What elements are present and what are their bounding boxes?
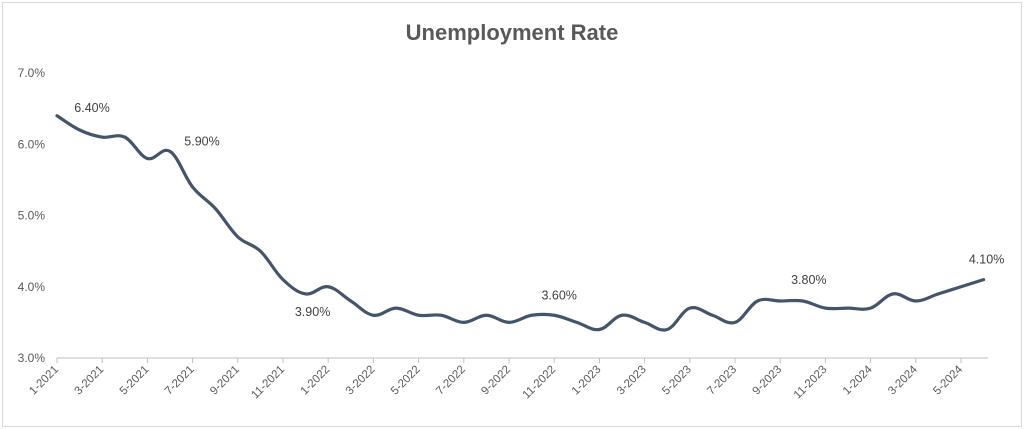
y-tick-label: 4.0% [18, 280, 46, 294]
data-label: 3.80% [791, 273, 826, 287]
data-label: 6.40% [74, 101, 109, 115]
data-labels: 6.40% 5.90% 3.90% 3.60% 3.80% 4.10% [74, 101, 1004, 319]
x-tick-label: 3-2023 [615, 364, 649, 398]
y-tick-label: 6.0% [18, 137, 46, 151]
data-label: 4.10% [969, 253, 1004, 267]
chart-title: Unemployment Rate [406, 20, 619, 45]
x-tick-label: 3-2022 [344, 364, 378, 398]
x-tick-label: 1-2022 [299, 364, 333, 398]
x-tick-label: 3-2024 [886, 363, 920, 397]
data-label: 5.90% [184, 134, 219, 148]
x-tick-label: 7-2022 [434, 364, 468, 398]
x-tick-label: 3-2021 [73, 364, 107, 398]
x-tick-label: 5-2024 [931, 363, 965, 397]
x-tick-label: 9-2023 [751, 364, 785, 398]
x-tick-label: 7-2021 [163, 364, 197, 398]
data-label: 3.90% [295, 305, 330, 319]
series-line-unemployment [55, 114, 986, 332]
x-tick-label: 5-2021 [118, 364, 152, 398]
y-tick-label: 7.0% [18, 66, 46, 80]
x-tick-label: 1-2023 [570, 364, 604, 398]
x-tick-label: 7-2023 [705, 364, 739, 398]
x-tick-label: 11-2022 [521, 364, 559, 402]
x-axis-ticks: 1-2021 3-2021 5-2021 7-2021 9-2021 11-2021 1-2… [27, 358, 966, 402]
x-tick-label: 9-2021 [208, 364, 242, 398]
x-tick-label: 9-2022 [479, 364, 513, 398]
y-axis-ticks: 3.0% 4.0% 5.0% 6.0% 7.0% [18, 66, 46, 365]
x-tick-label: 5-2023 [660, 364, 694, 398]
x-tick-label: 11-2021 [249, 364, 287, 402]
x-tick-label: 5-2022 [389, 364, 423, 398]
data-label: 3.60% [541, 288, 576, 302]
x-tick-label: 1-2024 [841, 363, 875, 397]
x-tick-label: 11-2023 [792, 364, 830, 402]
y-tick-label: 5.0% [18, 209, 46, 223]
x-tick-label: 1-2021 [27, 364, 61, 398]
y-tick-label: 3.0% [18, 351, 46, 365]
